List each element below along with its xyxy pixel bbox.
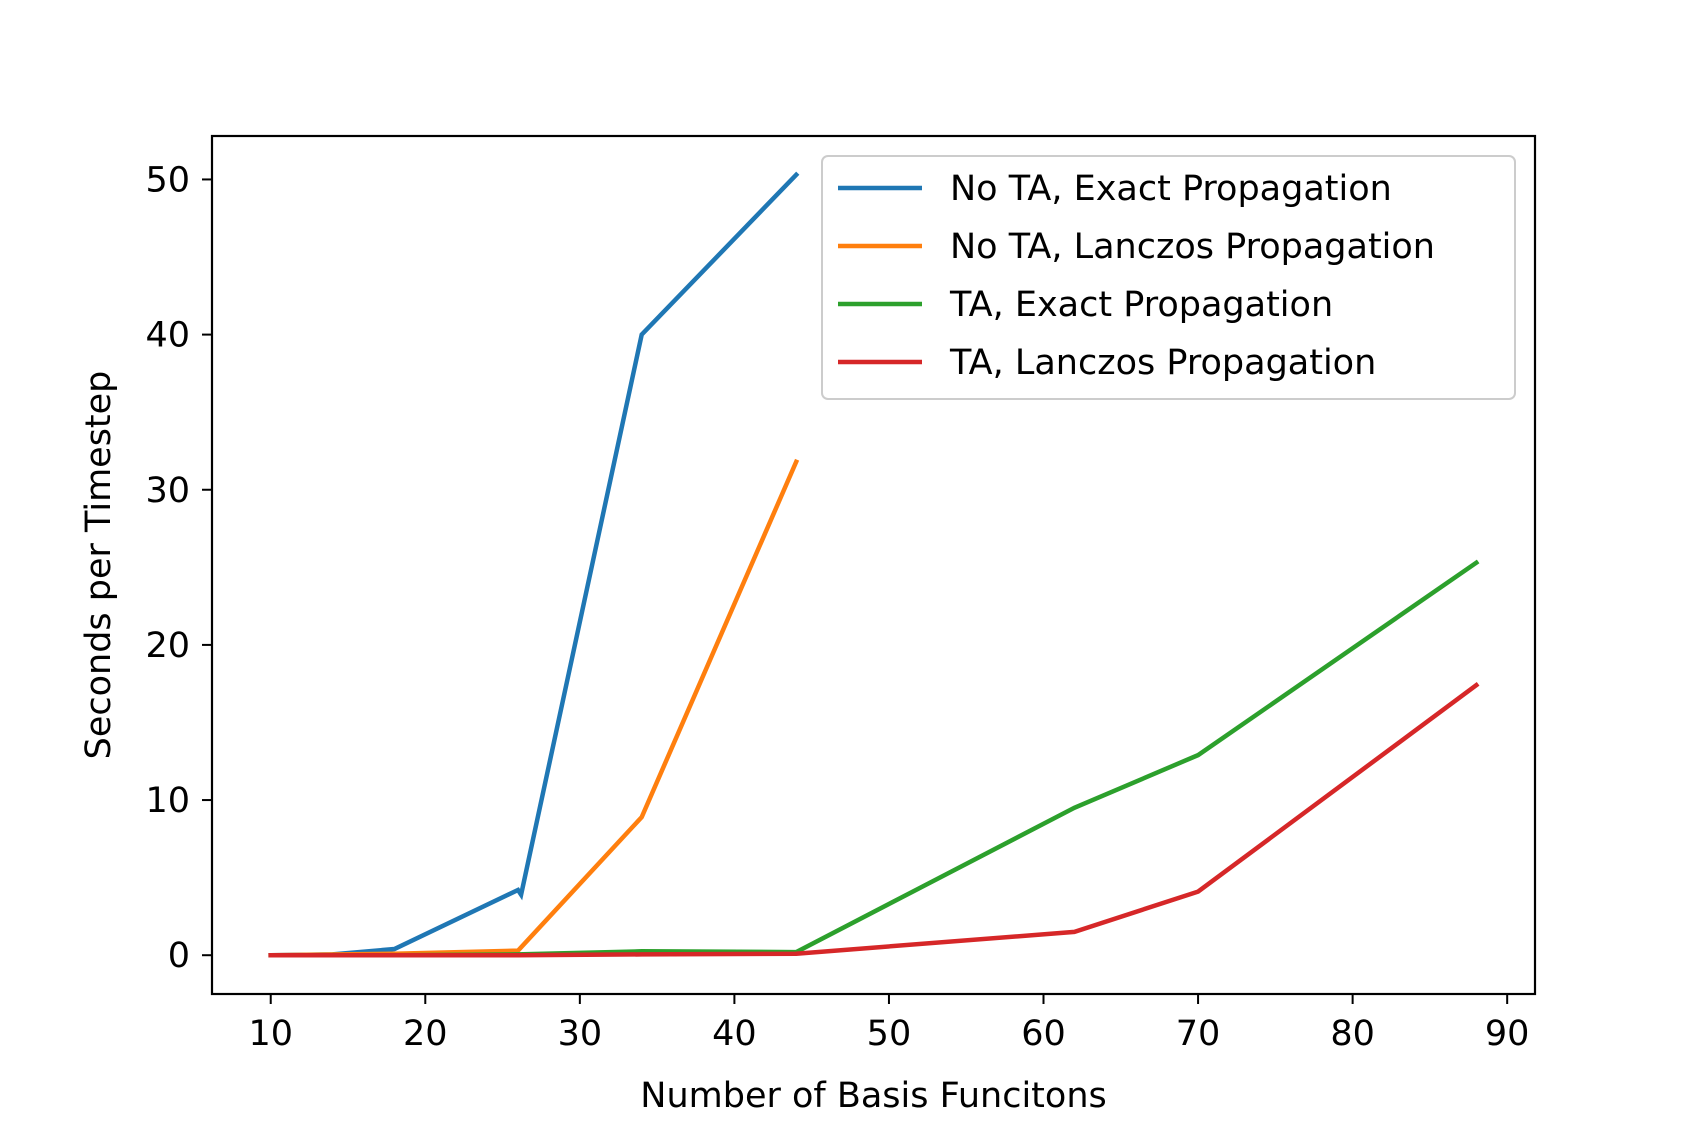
x-tick-label: 30 (558, 1014, 603, 1054)
x-tick-label: 40 (712, 1014, 757, 1054)
y-axis-ticks: 0 10 20 30 40 50 (145, 160, 212, 976)
x-tick-label: 60 (1021, 1014, 1066, 1054)
x-tick-label: 20 (403, 1014, 448, 1054)
y-tick-label: 40 (145, 316, 190, 356)
legend-label-3: TA, Exact Propagation (949, 285, 1333, 325)
series-line-2 (268, 458, 800, 958)
x-tick-label: 70 (1176, 1014, 1221, 1054)
legend-label-2: No TA, Lanczos Propagation (950, 227, 1435, 267)
x-axis-label: Number of Basis Funcitons (640, 1076, 1106, 1116)
y-tick-label: 0 (168, 936, 190, 976)
y-tick-label: 50 (145, 160, 190, 200)
y-tick-label: 20 (145, 626, 190, 666)
legend-items: No TA, Exact Propagation No TA, Lanczos P… (838, 169, 1435, 383)
series-line-3 (268, 559, 1480, 958)
plot-lines (268, 171, 1480, 958)
legend: No TA, Exact Propagation No TA, Lanczos P… (821, 155, 1516, 400)
legend-label-4: TA, Lanczos Propagation (949, 343, 1376, 383)
axes-frame (210, 134, 1537, 996)
x-tick-label: 80 (1330, 1014, 1375, 1054)
legend-label-1: No TA, Exact Propagation (950, 169, 1392, 209)
legend-frame (821, 155, 1516, 400)
y-tick-label: 30 (145, 471, 190, 511)
series-line-1 (268, 171, 800, 958)
series-line-4 (268, 682, 1480, 958)
y-tick-label: 10 (145, 781, 190, 821)
x-axis-ticks: 10 20 30 40 50 60 70 80 90 (248, 994, 1529, 1054)
x-tick-label: 50 (867, 1014, 912, 1054)
x-tick-label: 10 (248, 1014, 293, 1054)
y-axis-label: Seconds per Timestep (79, 371, 119, 760)
x-tick-label: 90 (1485, 1014, 1530, 1054)
